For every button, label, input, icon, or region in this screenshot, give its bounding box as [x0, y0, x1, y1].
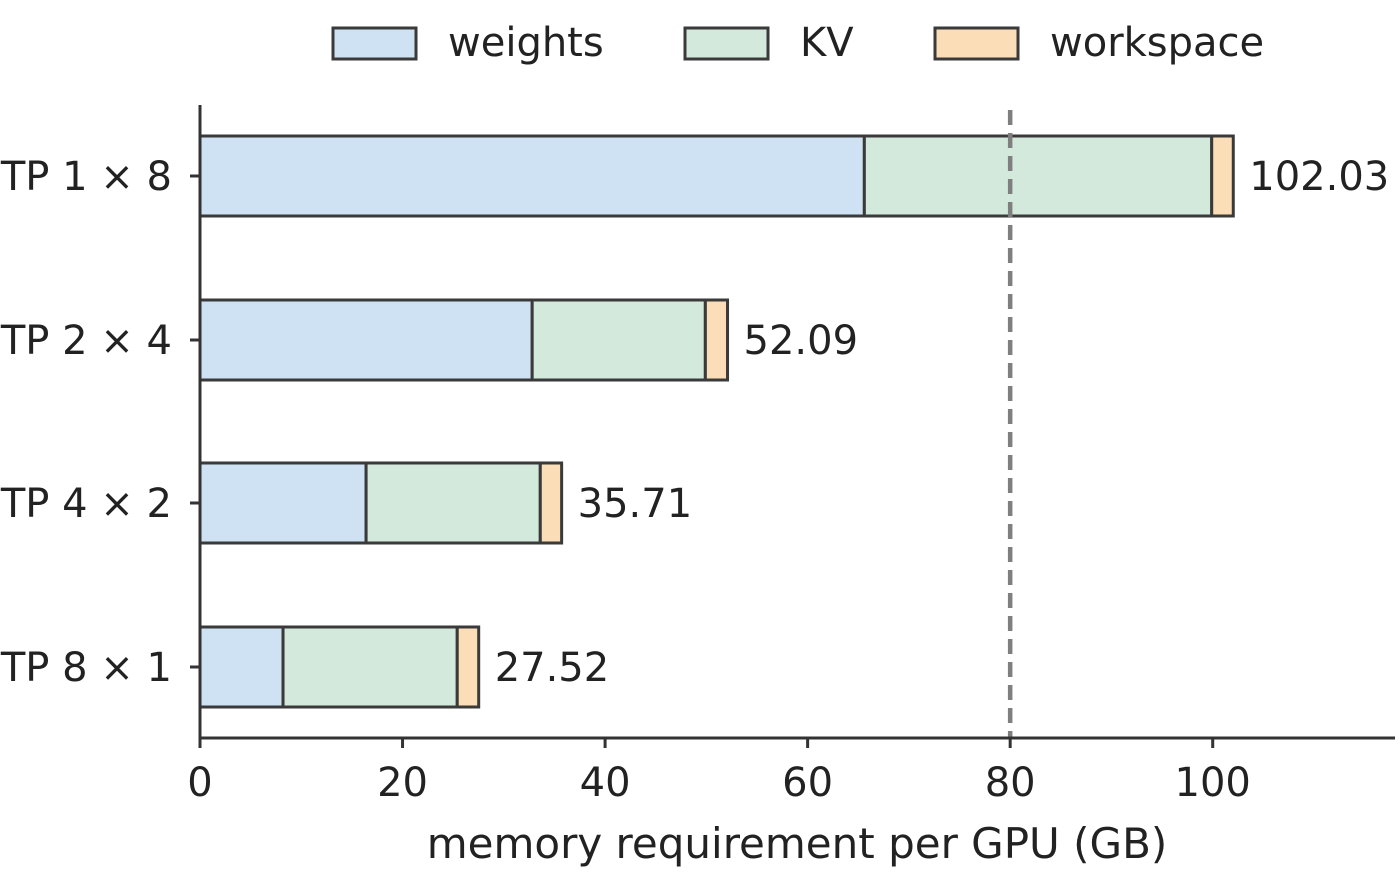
value-label-3: 35.71 — [578, 481, 693, 527]
y-tick-label-4: TP 8 × 1 — [0, 645, 172, 691]
value-label-4: 27.52 — [495, 645, 610, 691]
value-label-1: 102.03 — [1249, 154, 1389, 200]
y-axis: TP 1 × 8 TP 2 × 4 TP 4 × 2 TP 8 × 1 — [0, 105, 202, 740]
x-tick-label-40: 40 — [580, 760, 631, 806]
x-tick-label-20: 20 — [377, 760, 428, 806]
value-label-2: 52.09 — [744, 318, 859, 364]
bar-segment-weights-2 — [198, 298, 534, 382]
bar-segment-workspace-3 — [538, 461, 564, 545]
legend-label-weights: weights — [448, 20, 604, 66]
bar-segment-weights-4 — [198, 625, 285, 709]
legend-swatch-weights — [331, 26, 418, 61]
x-tick-label-100: 100 — [1175, 760, 1251, 806]
y-tick-label-2: TP 2 × 4 — [0, 318, 172, 364]
bar-segment-kv-1 — [862, 134, 1214, 218]
value-labels-group: 102.03 52.09 35.71 27.52 — [495, 154, 1390, 691]
bars-group — [198, 134, 1235, 709]
x-tick-label-80: 80 — [985, 760, 1036, 806]
y-tick-label-1: TP 1 × 8 — [0, 154, 172, 200]
bar-segment-kv-3 — [364, 461, 542, 545]
bar-segment-workspace-2 — [703, 298, 730, 382]
bar-segment-workspace-4 — [455, 625, 481, 709]
x-axis-label: memory requirement per GPU (GB) — [427, 819, 1168, 868]
bar-segment-weights-3 — [198, 461, 368, 545]
x-tick-label-0: 0 — [187, 760, 212, 806]
legend-label-kv: KV — [800, 20, 854, 66]
x-tick-label-60: 60 — [782, 760, 833, 806]
legend-label-workspace: workspace — [1050, 20, 1264, 66]
bar-segment-weights-1 — [198, 134, 866, 218]
y-tick-label-3: TP 4 × 2 — [0, 481, 172, 527]
legend-swatch-workspace — [933, 26, 1020, 61]
legend: weights KV workspace — [331, 20, 1264, 66]
bar-segment-workspace-1 — [1210, 134, 1235, 218]
x-axis: 0 20 40 60 80 100 — [187, 736, 1395, 806]
bar-segment-kv-2 — [530, 298, 707, 382]
legend-swatch-kv — [683, 26, 770, 61]
bar-segment-kv-4 — [281, 625, 459, 709]
